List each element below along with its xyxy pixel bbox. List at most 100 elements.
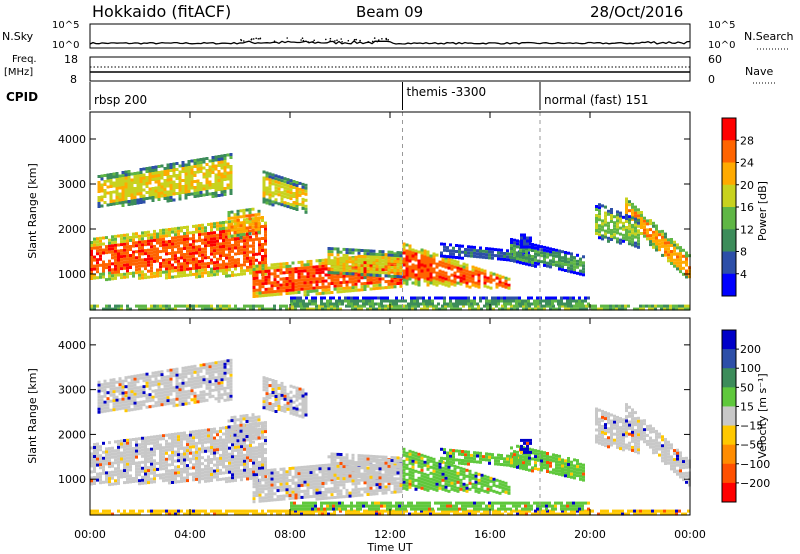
noise-sky-line — [89, 40, 691, 45]
echo-cell — [213, 267, 216, 271]
echo-cell — [169, 175, 173, 178]
echo-cell — [237, 264, 240, 268]
echo-cell — [210, 258, 213, 262]
echo-cell — [654, 307, 657, 311]
echo-cell — [315, 289, 319, 293]
echo-cell — [120, 307, 123, 311]
echo-cell — [432, 279, 436, 283]
echo-cell — [177, 256, 180, 260]
echo-cell — [533, 299, 536, 303]
echo-cell — [598, 230, 601, 234]
echo-cell — [231, 434, 234, 438]
echo-cell — [192, 457, 195, 461]
echo-cell — [489, 274, 493, 278]
echo-cell — [216, 475, 219, 479]
echo-cell — [183, 256, 186, 259]
echo-cell — [169, 196, 173, 199]
echo-cell — [169, 193, 173, 196]
echo-cell — [417, 304, 420, 308]
echo-cell — [679, 270, 682, 274]
echo-cell — [330, 282, 334, 285]
echo-cell — [291, 304, 294, 308]
echo-cell — [112, 378, 116, 382]
echo-cell — [631, 243, 634, 247]
echo-cell — [298, 181, 302, 185]
echo-cell — [239, 236, 243, 240]
echo-cell — [100, 398, 104, 402]
echo-cell — [126, 269, 129, 273]
echo-cell — [637, 218, 640, 222]
echo-cell — [220, 175, 224, 179]
echo-cell — [97, 196, 101, 199]
echo-cell — [117, 478, 120, 482]
echo-cell — [507, 277, 511, 281]
echo-cell — [171, 478, 174, 481]
echo-cell — [187, 178, 191, 181]
echo-cell — [180, 238, 183, 242]
echo-cell — [111, 473, 114, 477]
echo-cell — [513, 307, 516, 311]
echo-cell — [159, 449, 162, 453]
echo-cell — [360, 261, 364, 264]
echo-cell — [643, 216, 646, 220]
echo-cell — [252, 289, 256, 292]
echo-cell — [249, 220, 252, 224]
echo-cell — [252, 238, 255, 242]
echo-cell — [222, 477, 225, 481]
echo-cell — [108, 274, 111, 278]
echo-cell — [297, 266, 301, 270]
echo-cell — [181, 161, 185, 164]
echo-cell — [390, 256, 394, 260]
echo-cell — [570, 304, 573, 308]
echo-cell — [121, 180, 125, 183]
echo-cell — [142, 373, 146, 377]
echo-cell — [381, 262, 385, 266]
echo-cell — [449, 243, 452, 247]
echo-cell — [121, 394, 125, 398]
echo-cell — [255, 461, 258, 465]
echo-cell — [108, 247, 111, 251]
echo-cell — [207, 464, 210, 468]
echo-cell — [543, 251, 546, 255]
echo-cell — [262, 176, 266, 180]
echo-cell — [604, 235, 607, 239]
echo-cell — [607, 221, 610, 225]
echo-cell — [229, 186, 233, 189]
echo-cell — [189, 445, 192, 449]
echo-cell — [187, 190, 191, 193]
echo-cell — [619, 220, 622, 224]
echo-cell — [485, 299, 488, 303]
power-colorbar-label: Power [dB] — [756, 181, 769, 241]
echo-cell — [414, 249, 418, 253]
echo-cell — [154, 371, 158, 375]
echo-cell — [299, 299, 302, 303]
echo-cell — [458, 244, 461, 248]
echo-cell — [670, 244, 673, 247]
echo-cell — [252, 241, 255, 245]
echo-cell — [147, 481, 150, 485]
echo-cell — [135, 479, 138, 483]
echo-cell — [664, 232, 667, 236]
echo-cell — [227, 214, 231, 217]
echo-cell — [345, 260, 349, 264]
echo-cell — [184, 166, 188, 170]
echo-cell — [193, 400, 197, 404]
echo-cell — [96, 246, 99, 250]
echo-cell — [414, 273, 418, 277]
echo-cell — [537, 244, 540, 248]
echo-cell — [252, 458, 255, 462]
echo-cell — [546, 261, 549, 265]
echo-cell — [233, 234, 237, 238]
echo-cell — [492, 278, 496, 282]
echo-cell — [366, 267, 370, 271]
echo-cell — [229, 397, 233, 401]
echo-cell — [178, 176, 182, 180]
echo-cell — [323, 296, 326, 300]
echo-cell — [147, 263, 150, 267]
echo-cell — [273, 307, 276, 311]
echo-cell — [96, 454, 99, 458]
echo-cell — [375, 255, 379, 259]
echo-cell — [351, 274, 355, 278]
echo-cell — [528, 257, 531, 261]
echo-cell — [270, 293, 274, 297]
